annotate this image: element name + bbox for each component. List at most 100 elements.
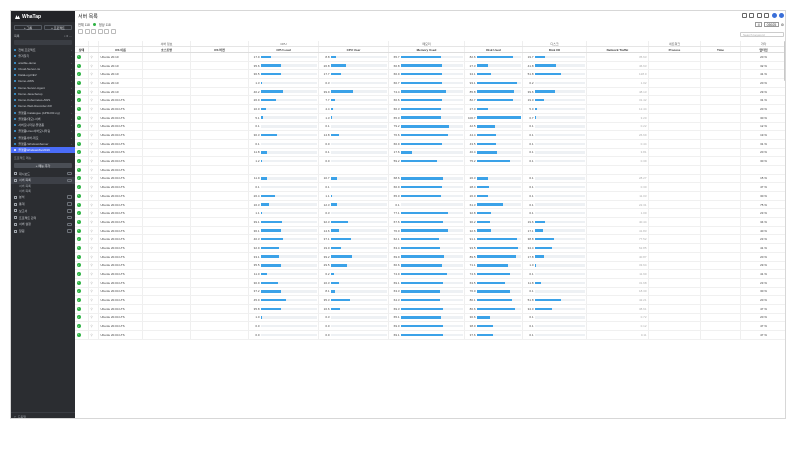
sidebar-project-item[interactable]: 플랫폼-WindowsServer › [11,141,75,147]
column-header[interactable]: Memory Used [389,47,465,52]
table-row[interactable]: ✓ ⚲ Ubuntu 20.10 35.6 26.8 66.8 27.3 41.8 46.63 3… [75,61,785,71]
table-row[interactable]: ✓ ⚲ Ubuntu 20.04 LTS 40.3 37.1 62.1 91.1 38.8 77… [75,235,785,245]
sidebar-project-item[interactable]: 서버모니터링-플랫폼 › [11,122,75,128]
column-header[interactable]: Time [701,47,741,52]
project-search-input[interactable] [14,40,72,45]
sidebar-project-item[interactable]: Demo-Web-Recorder-KR › [11,103,75,109]
column-header[interactable]: 호스트명 [143,47,191,52]
sidebar-project-item[interactable]: 전체 프로젝트 › [11,47,75,53]
table-row[interactable]: ✓ ⚲ Ubuntu 20.04 LTS 30.3 14.8 76.6 44.4 0.1 26.… [75,131,785,140]
table-row[interactable]: ✓ ⚲ Ubuntu 20.10 1.3 0.3 66.7 93.1 0.2 1.02 20 % [75,79,785,88]
sidebar-menu-item[interactable]: 알림 [11,228,75,235]
sidebar-project-item[interactable]: Demo-Java-Setup › [11,91,75,97]
sidebar-menu-item[interactable]: 프로젝트 관리 [11,214,75,221]
sidebar-project-item[interactable]: DataLog-DEV › [11,72,75,78]
table-row[interactable]: ✓ ⚲ Ubuntu 20.04 LTS 5.1 1.3 65.0 100.7 0.7 3.20… [75,113,785,123]
export-button[interactable] [104,28,109,34]
sidebar-project-item[interactable]: ansible-demo › [11,60,75,66]
add-menu-button[interactable]: + 메뉴 추가 [14,163,72,169]
bell-icon[interactable] [756,13,762,18]
table-row[interactable]: ✓ ⚲ Ubuntu 20.04 LTS 33.1 39.2 69.9 89.5 17.8 40… [75,252,785,262]
table-row[interactable]: ✓ ⚲ Ubuntu 20.04 LTS 0.1 0.1 79.2 42.5 0.1 0.22 1… [75,122,785,132]
column-header[interactable]: Network Traffic [587,47,649,52]
table-row[interactable]: ✓ ⚲ Ubuntu 20.04 LTS 0.1 0.0 66.9 43.5 0.1 0.44 3… [75,139,785,149]
table-row[interactable]: ✓ ⚲ Ubuntu 20.04 LTS [75,165,785,175]
table-row[interactable]: ✓ ⚲ Ubuntu 20.04 LTS 32.9 19.0 63.4 93.5 34.4 62… [75,244,785,253]
table-row[interactable]: ✓ ⚲ Ubuntu 20.04 LTS 39.1 32.3 67.6 30.2 19.6 40… [75,218,785,227]
sidebar-menu-item[interactable]: 대시보드 [11,170,75,177]
column-header[interactable] [89,47,99,52]
sidebar-project-item[interactable]: 플랫폼WindowsSvr2019 › [11,147,75,154]
table-row[interactable]: ✓ ⚲ Ubuntu 20.04 LTS 1.0 0.3 65.1 30.6 0.1 0.72 2… [75,313,785,323]
table-row[interactable]: ✓ ⚲ Ubuntu 20.04 LTS 1.2 0.0 59.2 75.2 0.1 0.39 3… [75,157,785,166]
pause-button[interactable]: II [755,22,763,27]
view-button[interactable] [110,28,116,34]
sidebar-menu-item[interactable]: 분석 [11,194,75,201]
sidebar-menu-item[interactable]: 통계 [11,201,75,208]
column-header[interactable]: CPU User [319,47,389,52]
table-row[interactable]: ✓ ⚲ Ubuntu 20.04 LTS 10.0 4.4 66.3 27.0 5.0 12.4… [75,105,785,114]
disk-used-bar [476,142,521,145]
refresh-value[interactable]: 05925 [764,22,779,27]
sidebar-project-item[interactable]: 즐겨찾기 › [11,53,75,59]
sidebar-menu-item[interactable]: 서버 목록 [11,177,75,184]
table-row[interactable]: ✓ ⚲ Ubuntu 20.04 LTS 11.0 6.2 74.9 74.6 0.1 11.9… [75,270,785,279]
sidebar-project-item[interactable]: 플랫폼Linux서버모니터링 › [11,128,75,134]
table-row[interactable]: ✓ ⚲ Ubuntu 20.10 17.9 8.8 65.7 82.6 19.7 35.63 20… [75,53,785,62]
sidebar-project-item[interactable]: 플랫폼(데모)-서버 › [11,116,75,122]
sidebar-tool-icons[interactable]: ⌕ ≡ ⋯ [63,34,72,38]
sidebar-project-item[interactable]: Demo-Server-Agent › [11,85,75,91]
table-row[interactable]: ✓ ⚲ Ubuntu 20.04 LTS 37.2 8.1 63.3 76.0 0.1 18.3… [75,287,785,297]
table-row[interactable]: ✓ ⚲ Ubuntu 20.04 LTS 1.1 0.3 77.1 32.8 0.1 1.00 2… [75,209,785,219]
table-row[interactable]: ✓ ⚲ Ubuntu 20.04 LTS 35.5 29.5 66.6 71.1 1.0 33.… [75,261,785,271]
avatar[interactable] [779,13,784,18]
table-row[interactable]: ✓ ⚲ Ubuntu 20.10 40.2 39.9 74.4 85.8 39.6 48.13 2… [75,87,785,97]
add-group-button[interactable]: + 그룹 [14,25,42,30]
sidebar-submenu-item[interactable]: 서버 목록 [19,189,31,194]
sidebar-project-item[interactable]: Demo-AWS › [11,78,75,84]
sidebar-menu-item[interactable]: 보고서 [11,207,75,214]
table-row[interactable]: ✓ ⚲ Ubuntu 20.04 LTS 26.4 1.1 65.0 26.0 0.1 11.0… [75,192,785,201]
disk-io-bar [534,116,585,119]
table-row[interactable]: ✓ ⚲ Ubuntu 20.04 LTS 30.9 16.3 69.1 63.5 11.8 31… [75,278,785,288]
sidebar-project-item[interactable]: 플랫폼서버-데모 › [11,135,75,141]
search-icon[interactable] [749,13,754,18]
sidebar-project-item[interactable]: Demo-Kubernetes-AWS › [11,97,75,103]
table-row[interactable]: ✓ ⚲ Ubuntu 20.04 LTS 11.8 0.1 17.6 46.4 0.1 3.81… [75,148,785,158]
table-scrollbar[interactable] [783,41,785,81]
table-row[interactable]: ✓ ⚲ Ubuntu 20.10 36.5 17.7 66.9 34.1 51.8 128.0 4… [75,70,785,80]
column-header[interactable]: OS 이름 [99,47,143,52]
profile-icon[interactable] [771,13,777,18]
column-header[interactable]: Process [649,47,701,52]
settings-icon[interactable]: ⚙ [780,22,784,27]
column-header[interactable]: 상태 [75,47,89,52]
document-icon[interactable] [764,13,769,18]
add-project-button[interactable]: + 프로젝트 [44,25,72,30]
app-logo[interactable]: WhaTap [11,11,75,22]
filter-button[interactable] [78,28,83,34]
table-row[interactable]: ✓ ⚲ Ubuntu 20.04 LTS 0.0 0.0 69.0 38.0 0.1 0.12 4… [75,322,785,331]
table-search-input[interactable]: Search keyword [740,32,784,37]
table-row[interactable]: ✓ ⚲ Ubuntu 20.04 LTS 36.1 14.6 76.0 32.6 17.1 41… [75,226,785,236]
sidebar-menu-item[interactable]: 서버 설정 [11,221,75,228]
column-header[interactable]: Disk I/O [523,47,587,52]
table-row[interactable]: ✓ ⚲ Ubuntu 20.04 LTS 26.9 7.7 66.6 82.7 19.0 31.… [75,96,785,106]
column-header[interactable]: Disk Used [465,47,523,52]
sidebar-project-item[interactable]: Cloud-Server-ns › [11,66,75,72]
chat-icon[interactable] [741,13,747,18]
sidebar-submenu-item[interactable]: 서버 목록 [19,184,31,189]
table-row[interactable]: ✓ ⚲ Ubuntu 20.04 LTS 35.8 16.6 69.3 86.6 34.0 38… [75,304,785,314]
column-header[interactable]: CPU Load [249,47,319,52]
columns-button[interactable] [84,28,90,34]
sidebar-footer[interactable]: ? 도움말 [11,412,75,418]
table-row[interactable]: ✓ ⚲ Ubuntu 20.04 LTS 0.1 0.1 66.9 28.4 0.1 0.30 4… [75,183,785,192]
column-header[interactable]: 업타임 [741,47,785,52]
sidebar-project-item[interactable]: 플랫폼 Catalogue (APM-KR-ng) › [11,110,75,116]
table-row[interactable]: ✓ ⚲ Ubuntu 20.04 LTS 11.9 10.7 68.6 26.3 0.1 28.… [75,174,785,184]
sort-button[interactable] [91,28,96,34]
link-button[interactable] [97,28,103,34]
table-row[interactable]: ✓ ⚲ Ubuntu 20.04 LTS 16.3 12.3 0.1 61.3 0.1 22.3… [75,200,785,210]
table-row[interactable]: ✓ ⚲ Ubuntu 20.04 LTS 0.0 0.0 69.1 37.6 0.1 0.11 4… [75,331,785,340]
column-header[interactable]: OS 버전 [191,47,249,52]
table-row[interactable]: ✓ ⚲ Ubuntu 20.04 LTS 45.9 35.3 64.3 80.1 51.8 42… [75,296,785,305]
